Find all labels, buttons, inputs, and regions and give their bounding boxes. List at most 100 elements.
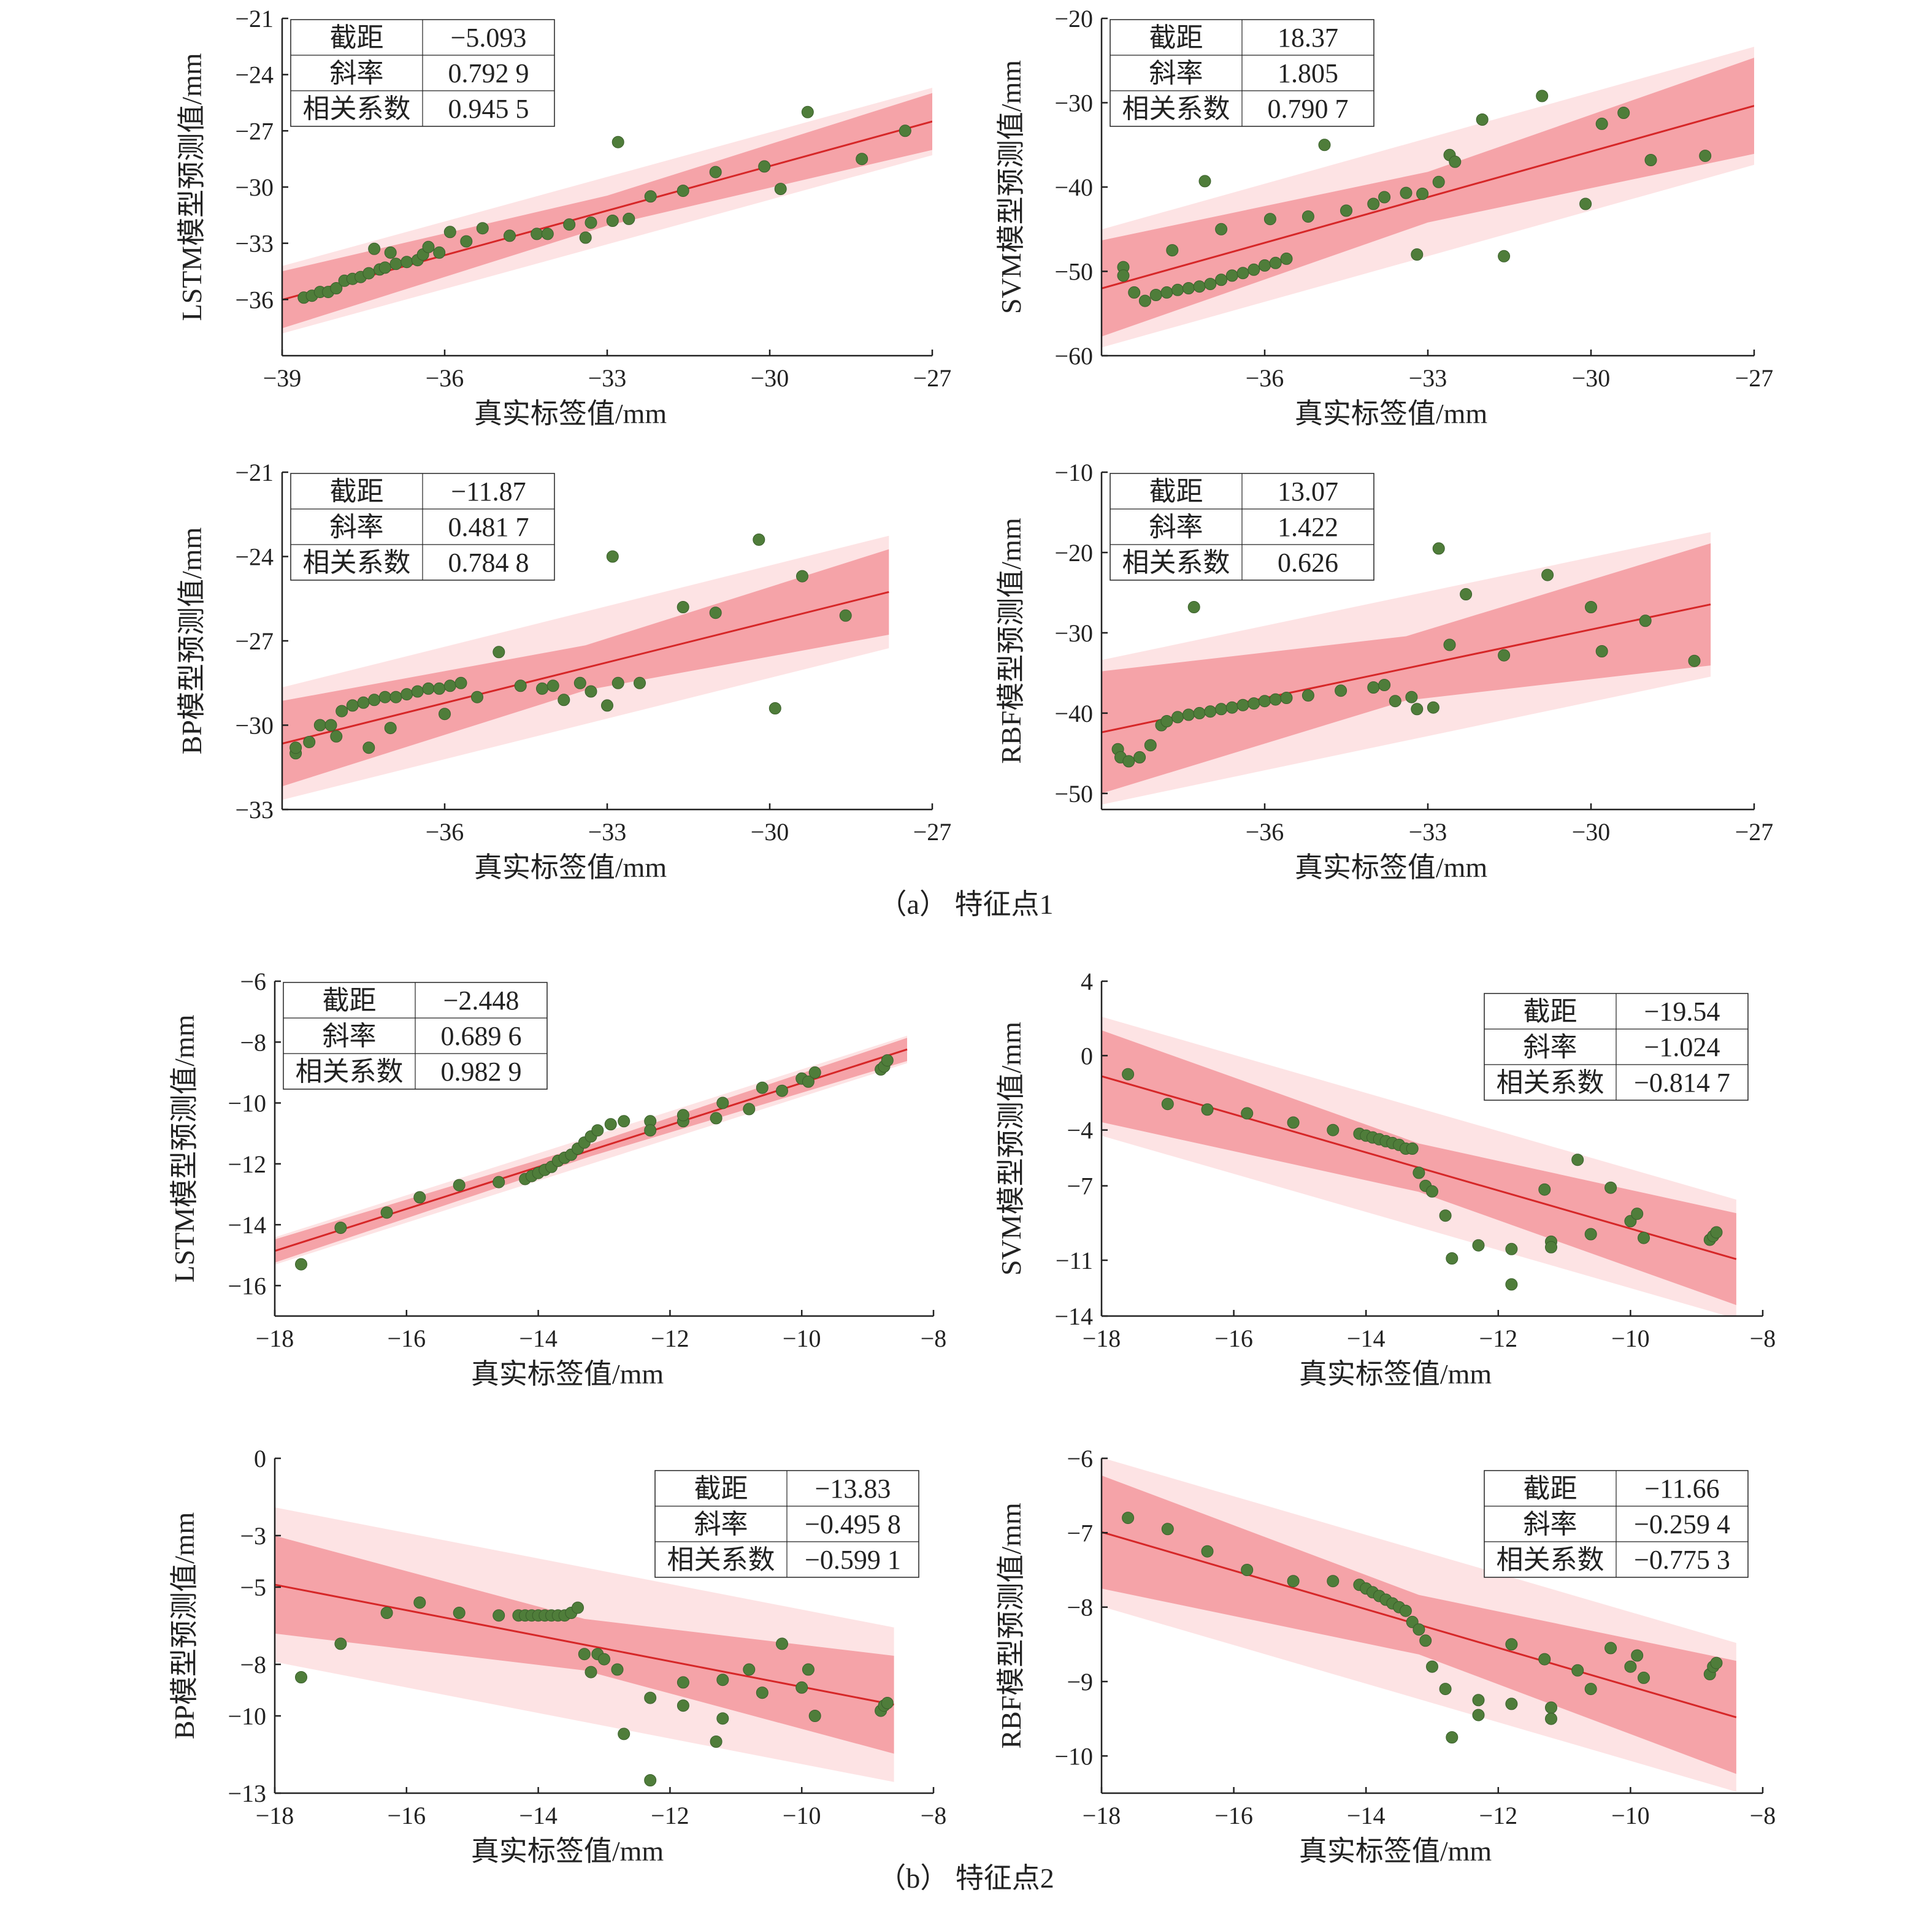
y-tick-label: −7	[1067, 1173, 1093, 1200]
y-tick-label: −16	[228, 1272, 266, 1299]
stats-table: 截距 13.07 斜率 1.422 相关系数 0.626	[1110, 473, 1374, 581]
data-point	[1432, 542, 1445, 555]
stats-table: 截距 −5.093 斜率 0.792 9 相关系数 0.945 5	[290, 19, 555, 127]
data-point	[774, 183, 787, 196]
stats-label: 相关系数	[1122, 548, 1230, 578]
data-point	[1545, 1241, 1557, 1253]
y-tick-label: −6	[1067, 1445, 1093, 1472]
data-point	[1584, 1683, 1597, 1696]
y-tick-label: −4	[1067, 1117, 1093, 1144]
y-axis-label: SVM模型预测值/mm	[995, 1022, 1027, 1276]
data-point	[357, 696, 370, 709]
data-point	[1688, 654, 1701, 667]
data-point	[611, 136, 624, 148]
x-tick-label: −8	[1750, 1325, 1776, 1352]
stats-label: 截距	[1149, 476, 1203, 507]
y-tick-label: −3	[240, 1522, 266, 1550]
data-point	[1427, 701, 1439, 714]
data-point	[493, 1609, 505, 1622]
x-tick-label: −14	[1347, 1802, 1386, 1829]
chart-a-bp: −36 −33 −30 −27 −21 −24 −27 −30 −33 真实标签值/mm BP模型预…	[176, 459, 951, 883]
data-point	[1443, 638, 1456, 651]
data-point	[295, 1258, 307, 1271]
data-point	[1215, 274, 1228, 286]
y-axis-label: SVM模型预测值/mm	[995, 60, 1027, 314]
data-point	[1201, 1545, 1214, 1558]
data-point	[1449, 155, 1462, 168]
data-point	[433, 682, 446, 695]
stats-table: 截距 −19.54 斜率 −1.024 相关系数 −0.814 7	[1484, 993, 1749, 1101]
data-point	[1426, 1660, 1438, 1673]
data-point	[1204, 705, 1217, 718]
data-point	[380, 1206, 393, 1219]
data-point	[1411, 248, 1424, 261]
data-point	[362, 267, 375, 280]
y-tick-label: −5	[240, 1574, 266, 1601]
data-point	[453, 1607, 466, 1619]
stats-label: 截距	[1149, 23, 1203, 53]
data-point	[1426, 1185, 1438, 1198]
data-point	[1138, 294, 1151, 307]
stats-label: 斜率	[323, 1021, 377, 1051]
data-point	[802, 1075, 815, 1088]
data-point	[1538, 1183, 1551, 1196]
data-point	[1631, 1649, 1644, 1662]
data-point	[585, 685, 597, 698]
stats-value: −19.54	[1644, 997, 1720, 1027]
stats-value: 0.982 9	[441, 1057, 522, 1087]
data-point	[1248, 263, 1260, 276]
y-tick-label: −30	[235, 712, 274, 740]
data-point	[1198, 175, 1211, 188]
plot-area	[275, 1035, 908, 1271]
data-point	[578, 1648, 591, 1661]
data-point	[1193, 280, 1206, 293]
stats-label: 斜率	[1524, 1032, 1577, 1062]
data-point	[1460, 588, 1473, 600]
data-point	[579, 231, 592, 244]
data-point	[716, 1712, 729, 1725]
y-tick-label: −10	[228, 1090, 266, 1117]
y-tick-label: −8	[1067, 1594, 1093, 1621]
x-tick-label: −36	[1246, 818, 1284, 846]
data-point	[1236, 698, 1249, 711]
data-point	[808, 1066, 821, 1079]
data-point	[1301, 210, 1314, 223]
plot-area	[1102, 532, 1711, 805]
y-tick-label: 0	[254, 1445, 266, 1472]
data-point	[1171, 283, 1184, 296]
data-point	[1160, 286, 1173, 299]
data-point	[899, 124, 911, 137]
stats-value: −0.814 7	[1634, 1068, 1730, 1098]
data-point	[1236, 267, 1249, 280]
data-point	[1472, 1239, 1485, 1252]
x-tick-label: −16	[388, 1802, 426, 1829]
data-point	[1144, 739, 1157, 752]
fit-line	[282, 591, 889, 745]
data-point	[1505, 1242, 1518, 1255]
y-axis-label: BP模型预测值/mm	[176, 527, 207, 754]
y-tick-label: −30	[1054, 90, 1093, 117]
data-point	[380, 1607, 393, 1619]
stats-value: 0.945 5	[448, 94, 529, 124]
data-point	[1367, 681, 1380, 694]
x-axis-label: 真实标签值/mm	[1299, 1358, 1492, 1390]
x-tick-label: −30	[751, 818, 789, 846]
stats-value: −2.448	[443, 986, 519, 1016]
stats-label: 截距	[330, 476, 384, 507]
x-tick-label: −33	[1409, 818, 1447, 846]
x-tick-label: −36	[1246, 364, 1284, 392]
data-point	[422, 682, 435, 695]
x-tick-label: −14	[519, 1325, 558, 1352]
stats-label: 相关系数	[1497, 1068, 1604, 1098]
chart-b-lstm: −18 −16 −14 −12 −10 −8 −6 −8 −10 −12 −14 −16 真实标签值/m…	[169, 968, 946, 1390]
data-point	[1160, 715, 1173, 727]
y-axis-label: RBF模型预测值/mm	[995, 1502, 1027, 1749]
data-point	[334, 1637, 347, 1650]
x-tick-label: −8	[921, 1325, 947, 1352]
data-point	[1378, 679, 1391, 691]
x-tick-label: −33	[1409, 364, 1447, 392]
data-point	[802, 1663, 815, 1676]
data-point	[1259, 695, 1271, 708]
y-tick-label: −13	[228, 1780, 266, 1807]
data-point	[289, 741, 302, 754]
